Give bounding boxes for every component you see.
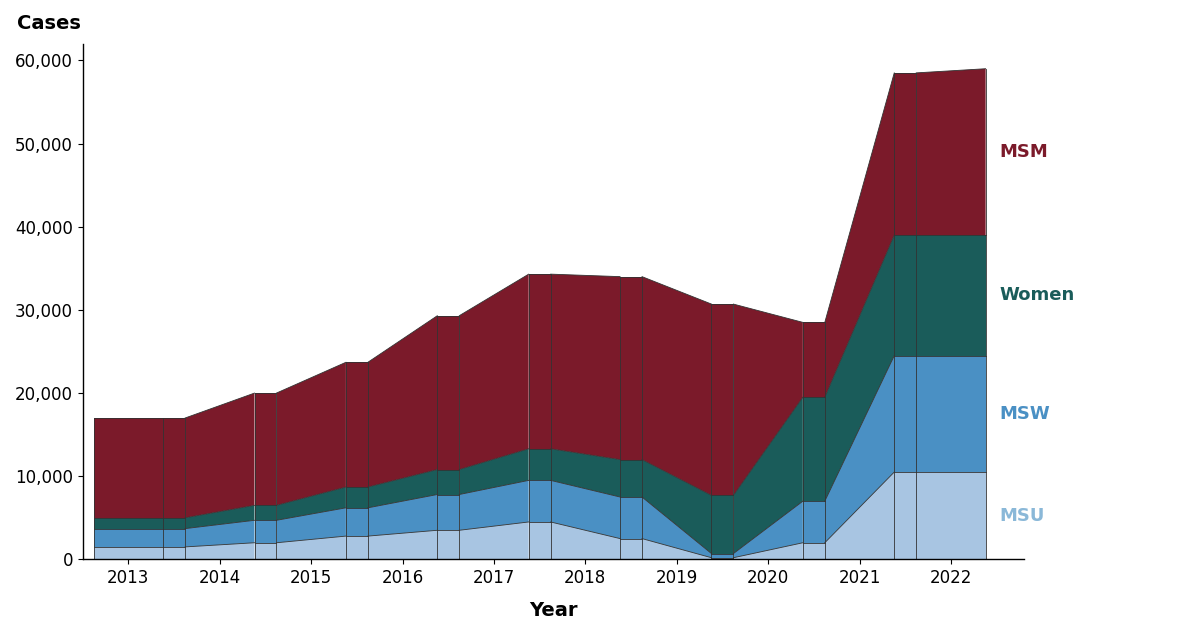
Polygon shape <box>437 530 460 559</box>
Polygon shape <box>803 543 825 559</box>
Polygon shape <box>620 277 642 460</box>
Polygon shape <box>437 469 460 495</box>
Text: MSU: MSU <box>999 507 1045 525</box>
Polygon shape <box>551 274 620 460</box>
Polygon shape <box>529 522 551 559</box>
Polygon shape <box>346 508 367 536</box>
Polygon shape <box>94 418 164 518</box>
Polygon shape <box>734 501 803 558</box>
Polygon shape <box>276 536 346 559</box>
Polygon shape <box>437 495 460 530</box>
Polygon shape <box>460 274 529 469</box>
Polygon shape <box>916 356 986 472</box>
Polygon shape <box>642 538 711 559</box>
Polygon shape <box>916 69 986 235</box>
Polygon shape <box>255 505 276 520</box>
Text: Women: Women <box>999 286 1075 304</box>
Polygon shape <box>642 497 711 558</box>
Polygon shape <box>895 472 916 559</box>
Polygon shape <box>94 547 164 559</box>
Polygon shape <box>529 481 551 522</box>
Polygon shape <box>825 472 895 559</box>
Polygon shape <box>642 277 711 495</box>
Polygon shape <box>437 316 460 469</box>
Polygon shape <box>367 530 437 559</box>
Polygon shape <box>255 520 276 543</box>
Text: MSW: MSW <box>999 405 1050 423</box>
Polygon shape <box>825 356 895 543</box>
Text: Cases: Cases <box>17 15 81 34</box>
Polygon shape <box>803 323 825 398</box>
Polygon shape <box>164 418 185 518</box>
Polygon shape <box>276 487 346 520</box>
Polygon shape <box>711 558 734 559</box>
Polygon shape <box>367 316 437 487</box>
Polygon shape <box>551 449 620 497</box>
Polygon shape <box>711 304 734 495</box>
Polygon shape <box>367 495 437 536</box>
Polygon shape <box>620 497 642 538</box>
Polygon shape <box>916 472 986 559</box>
Polygon shape <box>346 363 367 487</box>
X-axis label: Year: Year <box>530 601 577 620</box>
Polygon shape <box>164 528 185 547</box>
Polygon shape <box>460 481 529 530</box>
Polygon shape <box>185 393 255 518</box>
Polygon shape <box>367 469 437 508</box>
Polygon shape <box>825 235 895 501</box>
Polygon shape <box>551 481 620 538</box>
Polygon shape <box>460 522 529 559</box>
Polygon shape <box>185 543 255 559</box>
Polygon shape <box>346 487 367 508</box>
Polygon shape <box>916 235 986 356</box>
Polygon shape <box>803 398 825 501</box>
Polygon shape <box>276 508 346 543</box>
Polygon shape <box>276 363 346 505</box>
Polygon shape <box>895 356 916 472</box>
Polygon shape <box>164 547 185 559</box>
Polygon shape <box>551 522 620 559</box>
Polygon shape <box>94 518 164 528</box>
Polygon shape <box>734 398 803 554</box>
Polygon shape <box>825 73 895 398</box>
Polygon shape <box>620 538 642 559</box>
Polygon shape <box>346 536 367 559</box>
Polygon shape <box>255 393 276 505</box>
Polygon shape <box>164 518 185 528</box>
Polygon shape <box>529 449 551 481</box>
Polygon shape <box>94 528 164 547</box>
Polygon shape <box>529 274 551 449</box>
Polygon shape <box>642 460 711 554</box>
Polygon shape <box>185 520 255 547</box>
Polygon shape <box>711 495 734 554</box>
Text: MSM: MSM <box>999 143 1048 161</box>
Polygon shape <box>895 73 916 235</box>
Polygon shape <box>734 304 803 495</box>
Polygon shape <box>620 460 642 497</box>
Polygon shape <box>734 543 803 559</box>
Polygon shape <box>255 543 276 559</box>
Polygon shape <box>803 501 825 543</box>
Polygon shape <box>895 235 916 356</box>
Polygon shape <box>711 554 734 558</box>
Polygon shape <box>185 505 255 528</box>
Polygon shape <box>460 449 529 495</box>
